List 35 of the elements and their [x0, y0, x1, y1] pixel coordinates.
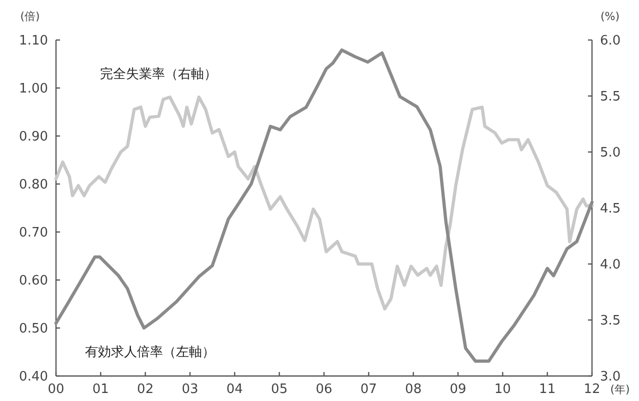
x-tick-label: 09 [450, 382, 466, 397]
y-tick-label: 0.90 [19, 130, 48, 144]
x-tick-label: 10 [494, 382, 511, 397]
y-tick-label: 0.70 [19, 226, 48, 240]
x-axis-title: (年) [610, 383, 630, 396]
y-tick-label: 1.10 [19, 34, 48, 48]
series-label: 有効求人倍率（左軸） [85, 344, 215, 360]
x-tick-label: 08 [405, 382, 422, 397]
x-tick-label: 06 [316, 382, 332, 397]
x-tick-label: 05 [271, 382, 288, 397]
x-tick-label: 07 [360, 382, 377, 397]
y2-tick-label: 5.5 [600, 90, 621, 104]
x-tick-label: 00 [48, 382, 64, 397]
y-tick-label: 0.60 [19, 274, 48, 288]
y-tick-label: 0.50 [19, 322, 48, 336]
line-series [54, 96, 594, 310]
y2-tick-label: 4.5 [600, 202, 621, 216]
x-tick-label: 02 [137, 382, 154, 397]
y2-tick-label: 5.0 [600, 146, 621, 160]
y2-tick-label: 3.5 [600, 314, 621, 328]
y2-tick-label: 4.0 [600, 258, 621, 272]
y2-axis-title: (%) [600, 10, 620, 23]
y2-tick-label: 3.0 [600, 370, 621, 384]
x-tick-label: 01 [92, 382, 109, 397]
y-axis-title: (倍) [20, 10, 40, 23]
y-tick-label: 0.80 [19, 178, 48, 192]
x-tick-label: 11 [539, 382, 556, 397]
x-tick-label: 03 [182, 382, 198, 397]
y2-tick-label: 6.0 [600, 34, 621, 48]
series-label: 完全失業率（右軸） [100, 66, 217, 82]
line-series [54, 48, 594, 363]
y-tick-label: 0.40 [19, 370, 48, 384]
x-tick-label: 04 [226, 382, 243, 397]
y-tick-label: 1.00 [19, 82, 48, 96]
x-tick-label: 12 [584, 382, 600, 397]
